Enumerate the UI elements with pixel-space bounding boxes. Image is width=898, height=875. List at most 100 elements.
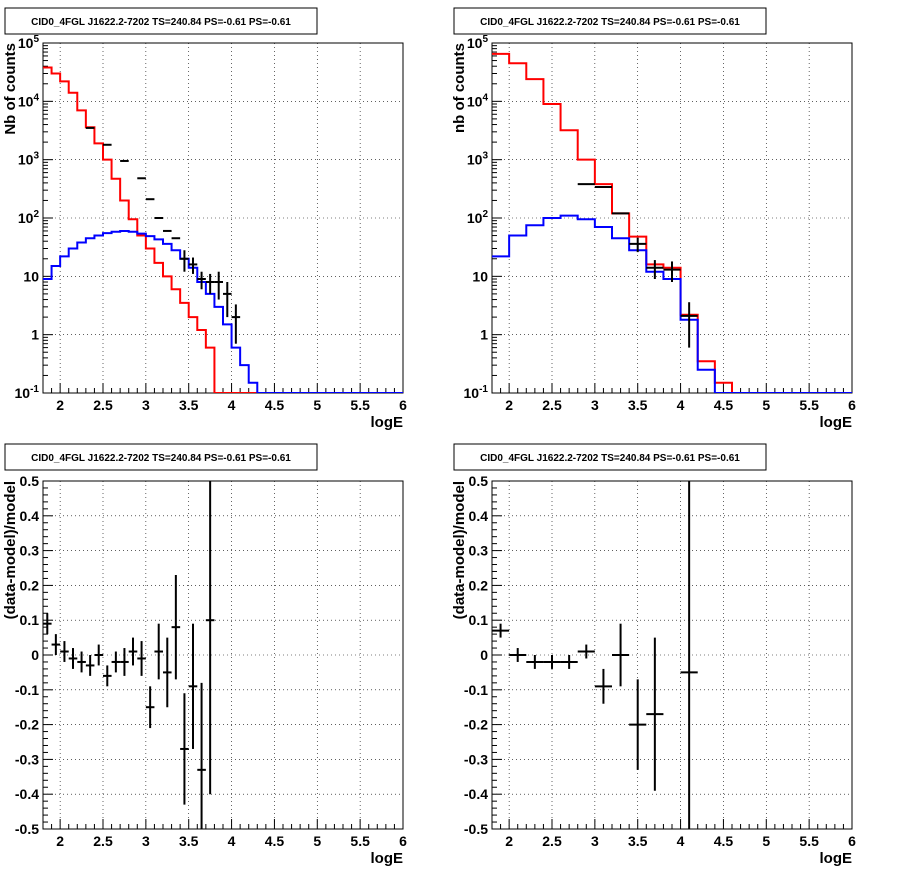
x-tick-label: 2.5 — [542, 833, 562, 849]
residual-point — [577, 644, 595, 659]
x-axis-label: logE — [371, 414, 404, 431]
title-box — [453, 7, 767, 35]
x-tick-label: 6 — [399, 397, 407, 413]
x-tick-label: 5.5 — [350, 833, 370, 849]
y-tick-label: 0.1 — [20, 612, 40, 628]
residual-point — [646, 637, 664, 791]
data-area — [43, 481, 215, 829]
x-tick-label: 4 — [228, 833, 236, 849]
grid-lines — [492, 43, 852, 393]
x-tick-label: 3 — [142, 833, 150, 849]
x-axis-label: logE — [820, 414, 853, 431]
y-tick-label: 105 — [467, 34, 489, 51]
residual-point — [543, 655, 561, 669]
histogram-line-red — [492, 52, 852, 393]
x-tick-label: 2 — [505, 833, 513, 849]
y-tick-label: -0.5 — [464, 821, 488, 837]
residual-point — [103, 665, 112, 687]
data-area — [492, 481, 698, 829]
y-tick-label: 0 — [31, 647, 39, 663]
y-tick-label: 0.3 — [469, 543, 489, 559]
y-tick-label: 0.1 — [469, 612, 489, 628]
y-tick-label: 0.2 — [20, 577, 40, 593]
residual-point — [492, 623, 510, 638]
y-axis-label: Nb of counts — [2, 43, 19, 135]
residual-point — [51, 634, 61, 655]
x-tick-label: 3 — [142, 397, 150, 413]
y-tick-label: 0.2 — [469, 577, 489, 593]
data-point — [231, 304, 241, 344]
data-point — [629, 237, 647, 253]
data-point — [223, 281, 232, 318]
data-point — [205, 273, 215, 294]
residual-point — [137, 641, 146, 676]
x-tick-label: 4.5 — [714, 833, 734, 849]
grid-lines — [43, 43, 403, 393]
residual-point — [77, 651, 86, 673]
data-point — [188, 257, 198, 274]
y-tick-label: -0.1 — [15, 682, 39, 698]
y-tick-label: -0.4 — [464, 786, 488, 802]
chart-title: CID0_4FGL J1622.2-7202 TS=240.84 PS=-0.6… — [480, 453, 740, 464]
x-axis-label: logE — [820, 850, 853, 867]
residual-point — [60, 641, 69, 662]
x-tick-label: 4 — [228, 397, 236, 413]
chart-panel-3: CID0_4FGL J1622.2-7202 TS=240.84 PS=-0.6… — [2, 443, 407, 867]
data-point — [180, 250, 189, 272]
y-tick-label: -0.2 — [464, 717, 488, 733]
residual-point — [594, 668, 612, 704]
x-tick-label: 2 — [505, 397, 513, 413]
y-tick-label: 104 — [467, 92, 489, 109]
y-tick-label: 104 — [18, 92, 40, 109]
x-tick-label: 3.5 — [179, 833, 199, 849]
histogram-line-blue — [43, 229, 403, 393]
y-axis: -0.5 -0.4 -0.3 -0.2 -0.1 0 0.1 0.2 0.3 0.4 0.5(dat… — [451, 473, 502, 837]
x-tick-label: 6 — [848, 397, 856, 413]
residual-point — [526, 655, 544, 669]
histogram-line-red — [43, 66, 403, 393]
x-tick-label: 3.5 — [628, 397, 648, 413]
y-tick-label: 0.5 — [20, 473, 40, 489]
residual-point — [68, 648, 78, 669]
y-tick-label: 0.4 — [469, 508, 489, 524]
chart-panel-2: CID0_4FGL J1622.2-7202 TS=240.84 PS=-0.6… — [451, 7, 856, 431]
y-tick-label: 102 — [18, 209, 40, 226]
residual-point — [171, 574, 181, 680]
chart-title: CID0_4FGL J1622.2-7202 TS=240.84 PS=-0.6… — [31, 17, 291, 28]
y-tick-label: 10 — [23, 268, 39, 284]
title-box — [4, 7, 318, 35]
residual-point — [629, 679, 647, 770]
y-tick-label: 102 — [467, 209, 489, 226]
x-tick-label: 3 — [591, 833, 599, 849]
title-box — [4, 443, 318, 471]
chart-panel-1: CID0_4FGL J1622.2-7202 TS=240.84 PS=-0.6… — [2, 7, 407, 431]
residual-point — [94, 644, 103, 666]
x-tick-label: 3.5 — [628, 833, 648, 849]
x-tick-label: 4 — [677, 397, 685, 413]
data-point — [646, 260, 664, 280]
x-tick-label: 5.5 — [350, 397, 370, 413]
residual-point — [180, 693, 189, 805]
x-tick-label: 2.5 — [93, 397, 113, 413]
data-area — [43, 66, 403, 393]
x-tick-label: 2 — [56, 397, 64, 413]
residual-point — [560, 655, 578, 669]
residual-point — [197, 682, 206, 829]
residual-point — [205, 481, 215, 795]
x-tick-label: 2.5 — [542, 397, 562, 413]
y-tick-label: 0.4 — [20, 508, 40, 524]
y-tick-label: -0.3 — [15, 751, 39, 767]
data-point — [197, 271, 206, 290]
y-tick-label: 0.3 — [20, 543, 40, 559]
residual-point — [120, 648, 129, 676]
x-tick-label: 6 — [848, 833, 856, 849]
y-axis-label: nb of counts — [451, 43, 468, 133]
x-tick-label: 5.5 — [799, 833, 819, 849]
residual-point — [85, 655, 95, 676]
data-point — [214, 271, 223, 300]
residual-point — [145, 686, 155, 729]
